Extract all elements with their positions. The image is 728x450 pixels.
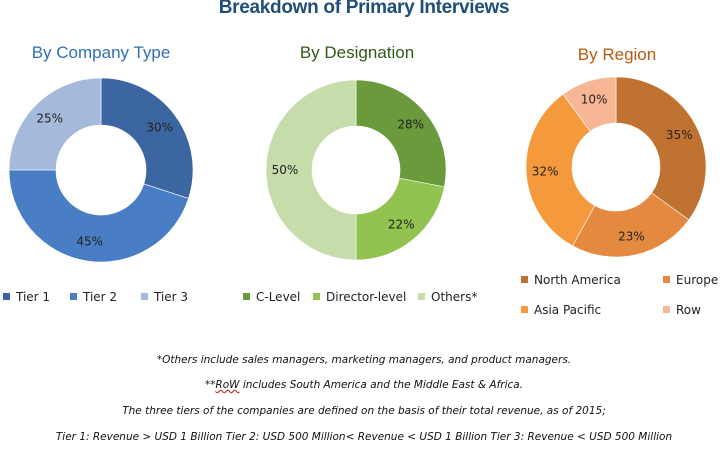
legend-swatch <box>521 306 528 313</box>
legend-swatch <box>663 306 670 313</box>
legend-swatch <box>663 276 670 283</box>
legend-item-europe: Europe <box>663 273 718 287</box>
donut-slice-tier-3 <box>8 77 102 171</box>
slice-value-label: 50% <box>272 163 299 177</box>
note-tiers-definition: Tier 1: Revenue > USD 1 Billion Tier 2: … <box>55 431 673 443</box>
donut-slice-tier-2 <box>8 169 189 263</box>
legend-label: Europe <box>676 273 719 287</box>
slice-value-label: 23% <box>618 229 645 243</box>
slice-value-label: 10% <box>581 92 608 106</box>
chart-title-company-type: By Company Type <box>31 43 171 62</box>
legend-label: Tier 1 <box>16 290 51 304</box>
slice-value-label: 32% <box>532 164 559 178</box>
legend-label: Asia Pacific <box>534 303 602 317</box>
legend-label: Tier 3 <box>154 290 189 304</box>
donut-slice-north-america <box>615 76 707 221</box>
slice-value-label: 45% <box>76 235 103 249</box>
legend-item-asia-pacific: Asia Pacific <box>521 303 601 317</box>
legend-item-tier-2: Tier 2 <box>70 290 117 304</box>
legend-swatch <box>313 293 320 300</box>
slice-value-label: 25% <box>36 112 63 126</box>
legend-item-row: Row <box>663 303 701 317</box>
note-row: **RoW includes South America and the Mid… <box>0 379 728 391</box>
note-row-rest: includes South America and the Middle Ea… <box>239 379 524 391</box>
note-row-word: RoW <box>215 379 240 391</box>
legend-label: Tier 2 <box>83 290 118 304</box>
legend-label: North America <box>534 273 621 287</box>
page-title: Breakdown of Primary Interviews <box>218 0 510 18</box>
note-row-prefix: ** <box>204 379 216 391</box>
legend-item-c-level: C-Level <box>243 290 300 304</box>
legend-item-others: Others* <box>418 290 477 304</box>
donut-slice-row <box>562 76 617 132</box>
slice-value-label: 22% <box>388 218 415 232</box>
legend-swatch <box>243 293 250 300</box>
note-tiers-basis: The three tiers of the companies are def… <box>122 405 606 417</box>
slice-value-label: 35% <box>666 128 693 142</box>
chart-title-region: By Region <box>577 45 657 64</box>
note-others: *Others include sales managers, marketin… <box>156 354 572 366</box>
legend-swatch <box>141 293 148 300</box>
donut-slice-tier-1 <box>100 77 194 199</box>
legend-label: Row <box>676 303 701 317</box>
legend-item-director-level: Director-level <box>313 290 406 304</box>
legend-swatch <box>521 276 528 283</box>
donut-slice-asia-pacific <box>525 93 596 247</box>
legend-swatch <box>418 293 425 300</box>
donut-slice-others <box>265 79 357 261</box>
legend-label: Others* <box>431 290 478 304</box>
legend-item-north-america: North America <box>521 273 621 287</box>
legend-swatch <box>70 293 77 300</box>
slice-value-label: 28% <box>397 118 424 132</box>
legend-item-tier-1: Tier 1 <box>3 290 50 304</box>
legend-swatch <box>3 293 10 300</box>
legend-label: C-Level <box>256 290 301 304</box>
slice-value-label: 30% <box>146 120 173 134</box>
legend-label: Director-level <box>326 290 407 304</box>
legend-item-tier-3: Tier 3 <box>141 290 188 304</box>
donut-slice-europe <box>572 192 690 258</box>
donut-slice-c-level <box>355 79 447 188</box>
chart-title-designation: By Designation <box>299 43 415 62</box>
